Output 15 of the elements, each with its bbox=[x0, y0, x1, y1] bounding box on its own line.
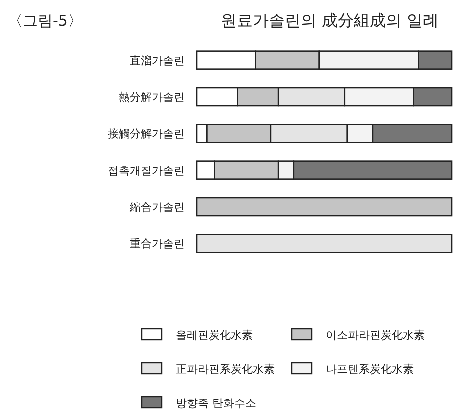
legend-label: 이소파라핀炭化水素 bbox=[326, 329, 425, 342]
y-tick-label: 直溜가솔린 bbox=[130, 54, 185, 68]
legend-label: 나프텐系炭化水素 bbox=[326, 363, 414, 376]
y-tick-label: 접촉개질가솔린 bbox=[108, 164, 185, 178]
y-tick-label: 接觸分解가솔린 bbox=[108, 128, 185, 141]
bar bbox=[196, 197, 453, 217]
chart-title: 원료가솔린의 成分組成의 일례 bbox=[220, 11, 440, 30]
legend-label: 올레핀炭化水素 bbox=[176, 329, 253, 342]
y-tick-label: 縮合가솔린 bbox=[129, 201, 185, 214]
y-tick-label: 重合가솔린 bbox=[130, 238, 185, 251]
bar bbox=[196, 234, 453, 254]
legend-label: 방향족 탄화수소 bbox=[176, 397, 256, 410]
y-tick-label: 熱分解가솔린 bbox=[119, 91, 185, 104]
text: 〈그림-5〉 bbox=[8, 12, 83, 30]
legend-label: 正파라핀系炭化水素 bbox=[176, 363, 275, 376]
